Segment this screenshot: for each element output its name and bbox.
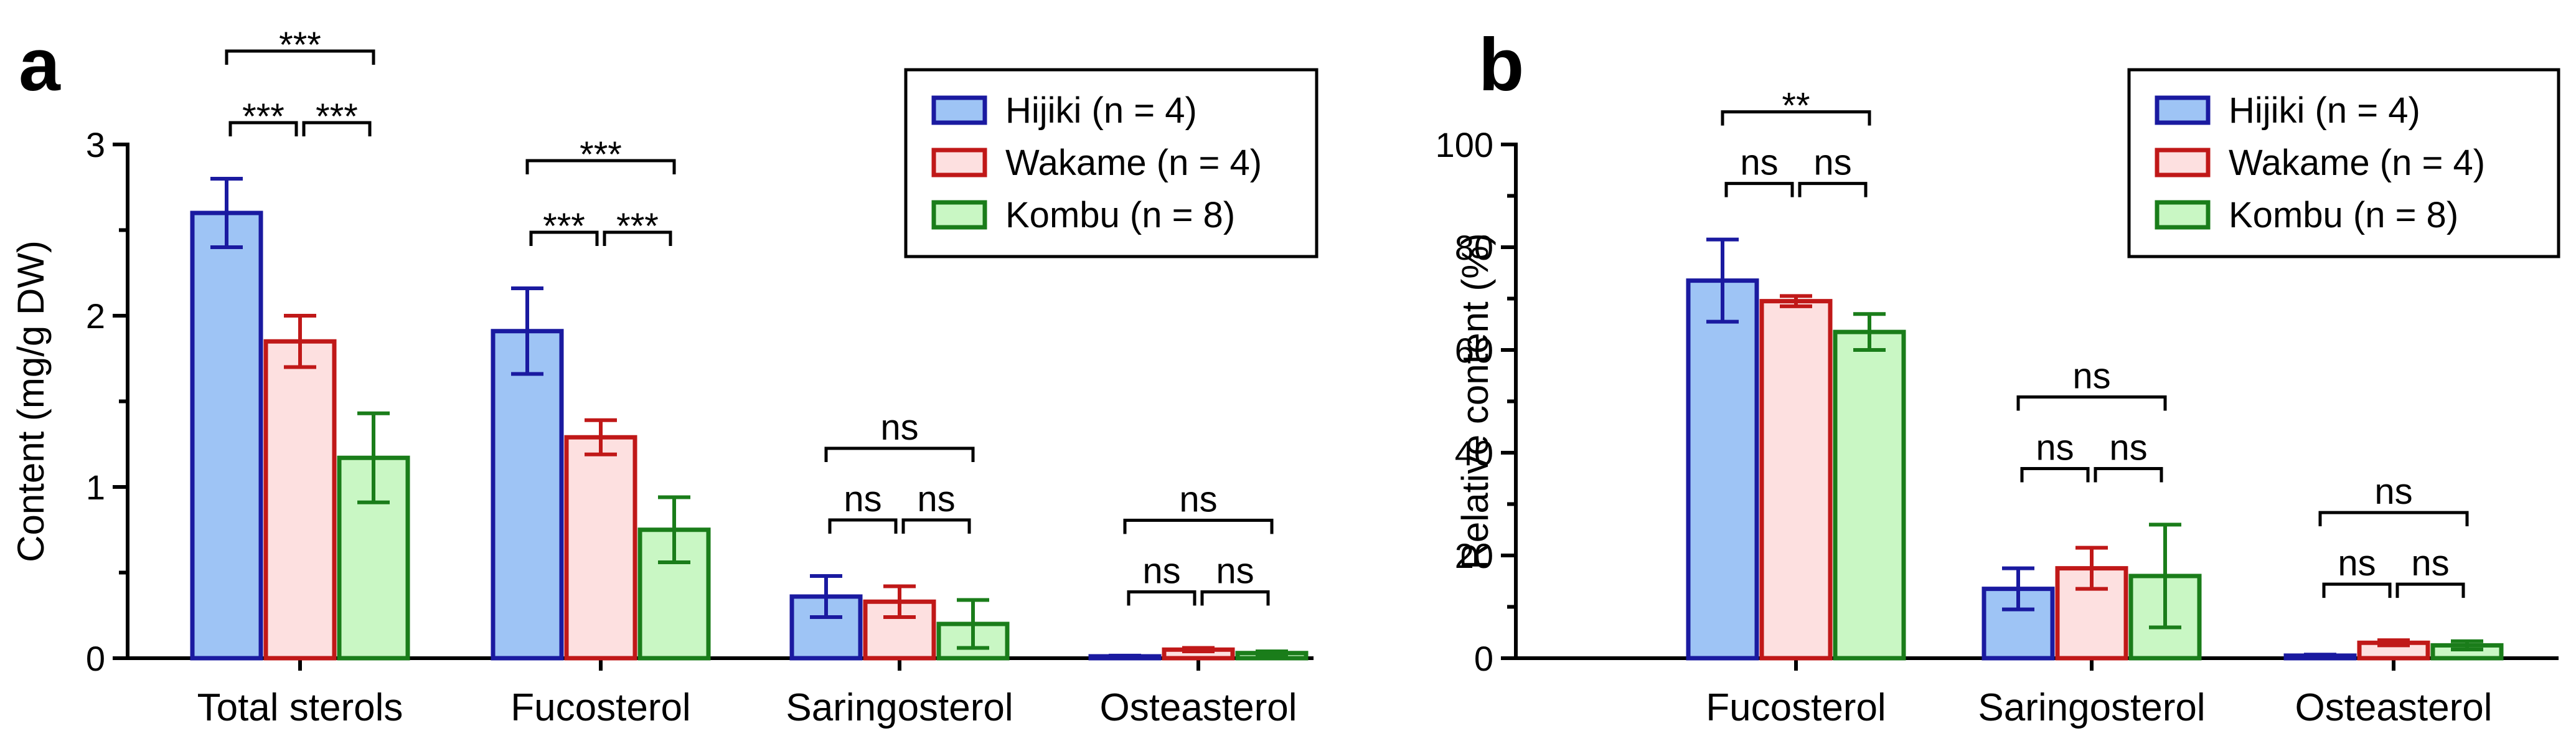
significance-bracket bbox=[302, 121, 372, 136]
significance-label: ns bbox=[1740, 143, 1778, 183]
y-tick-label: 1 bbox=[86, 468, 105, 507]
chart-panel-b: b 0 20 40 60 80 100 Relative content (%) Fucoste… bbox=[1436, 23, 2560, 729]
bar bbox=[1759, 299, 1833, 661]
significance-label: *** bbox=[316, 97, 358, 137]
panel-letter: a bbox=[19, 23, 61, 106]
significance-label: ns bbox=[2411, 543, 2449, 583]
legend-swatch bbox=[2155, 148, 2211, 177]
significance-bracket bbox=[2094, 467, 2163, 483]
legend-label: Wakame (n = 4) bbox=[2229, 143, 2485, 183]
significance-label: *** bbox=[580, 135, 622, 175]
significance-label: ns bbox=[2338, 543, 2376, 583]
significance-bracket bbox=[603, 230, 672, 246]
bar bbox=[491, 329, 564, 661]
significance-label: ns bbox=[2036, 428, 2074, 468]
y-tick-label: 100 bbox=[1436, 125, 1493, 164]
y-tick-label: 3 bbox=[86, 125, 105, 164]
y-tick-label: 0 bbox=[86, 639, 105, 678]
significance-bracket bbox=[824, 446, 975, 462]
bar bbox=[190, 210, 263, 661]
legend-label: Hijiki (n = 4) bbox=[2229, 90, 2420, 131]
legend-label: Kombu (n = 8) bbox=[2229, 195, 2458, 235]
significance-bracket bbox=[1721, 110, 1871, 126]
significance-bracket bbox=[529, 230, 599, 246]
significance-bracket bbox=[2322, 582, 2392, 598]
y-tick-label: 80 bbox=[1455, 228, 1493, 267]
legend-label: Wakame (n = 4) bbox=[1005, 143, 1262, 183]
significance-label: *** bbox=[616, 206, 659, 247]
significance-bracket bbox=[1127, 590, 1196, 606]
significance-label: ns bbox=[844, 479, 881, 519]
significance-bracket bbox=[828, 518, 898, 534]
y-tick-label: 20 bbox=[1455, 536, 1493, 575]
bar bbox=[263, 339, 337, 661]
significance-label: ns bbox=[1179, 479, 1217, 520]
significance-label: ns bbox=[1813, 143, 1851, 183]
legend-label: Kombu (n = 8) bbox=[1005, 195, 1235, 235]
significance-label: *** bbox=[543, 206, 585, 247]
x-tick-label: Fucosterol bbox=[510, 686, 690, 729]
significance-label: ns bbox=[1142, 551, 1180, 592]
y-tick-label: 40 bbox=[1455, 433, 1493, 473]
y-axis-label: Content (mg/g DW) bbox=[10, 240, 52, 562]
significance-bracket bbox=[2020, 467, 2090, 483]
legend-swatch bbox=[2155, 95, 2211, 125]
significance-label: ns bbox=[917, 479, 955, 519]
x-tick-label: Saringosterol bbox=[786, 686, 1013, 729]
legend-label: Hijiki (n = 4) bbox=[1005, 90, 1197, 131]
x-tick-label: Osteasterol bbox=[1099, 686, 1297, 729]
x-tick-label: Osteasterol bbox=[2295, 686, 2492, 729]
legend: Hijiki (n = 4) Wakame (n = 4) Kombu (n = 8… bbox=[904, 68, 1319, 258]
significance-label: ns bbox=[2374, 471, 2412, 512]
chart-panel-a: a 0 1 2 3 Content (mg/g DW) Total sterols Fucos… bbox=[10, 23, 1319, 729]
legend-swatch bbox=[931, 148, 987, 177]
x-tick-label: Total sterols bbox=[197, 686, 403, 729]
y-tick-label: 60 bbox=[1455, 331, 1493, 370]
panel-letter: b bbox=[1478, 23, 1524, 106]
significance-bracket bbox=[228, 121, 298, 136]
y-axis-label: Relative content (%) bbox=[1454, 233, 1496, 569]
legend: Hijiki (n = 4) Wakame (n = 4) Kombu (n = 8… bbox=[2127, 68, 2560, 258]
bar bbox=[1833, 329, 1906, 661]
x-tick-label: Fucosterol bbox=[1706, 686, 1886, 729]
bar bbox=[564, 435, 637, 661]
bar bbox=[337, 455, 410, 661]
y-tick-label: 2 bbox=[86, 296, 105, 336]
significance-label: ns bbox=[2109, 428, 2147, 468]
significance-bracket bbox=[525, 159, 676, 174]
significance-label: ns bbox=[1216, 551, 1254, 592]
significance-bracket bbox=[901, 518, 971, 534]
significance-bracket bbox=[1200, 590, 1270, 606]
significance-label: *** bbox=[242, 97, 284, 137]
significance-bracket bbox=[225, 49, 375, 65]
x-tick-label: Saringosterol bbox=[1978, 686, 2205, 729]
legend-swatch bbox=[931, 95, 987, 125]
significance-bracket bbox=[2016, 395, 2167, 411]
significance-bracket bbox=[1724, 182, 1794, 197]
significance-bracket bbox=[2318, 511, 2469, 527]
y-tick-label: 0 bbox=[1474, 639, 1493, 678]
significance-label: ns bbox=[2072, 356, 2110, 397]
significance-label: ** bbox=[1782, 86, 1810, 126]
legend-swatch bbox=[931, 200, 987, 230]
bar bbox=[1686, 278, 1759, 661]
significance-label: *** bbox=[279, 25, 321, 65]
significance-bracket bbox=[1123, 519, 1274, 534]
legend-swatch bbox=[2155, 200, 2211, 230]
significance-bracket bbox=[2395, 582, 2465, 598]
significance-label: ns bbox=[880, 407, 918, 448]
significance-bracket bbox=[1798, 182, 1868, 197]
